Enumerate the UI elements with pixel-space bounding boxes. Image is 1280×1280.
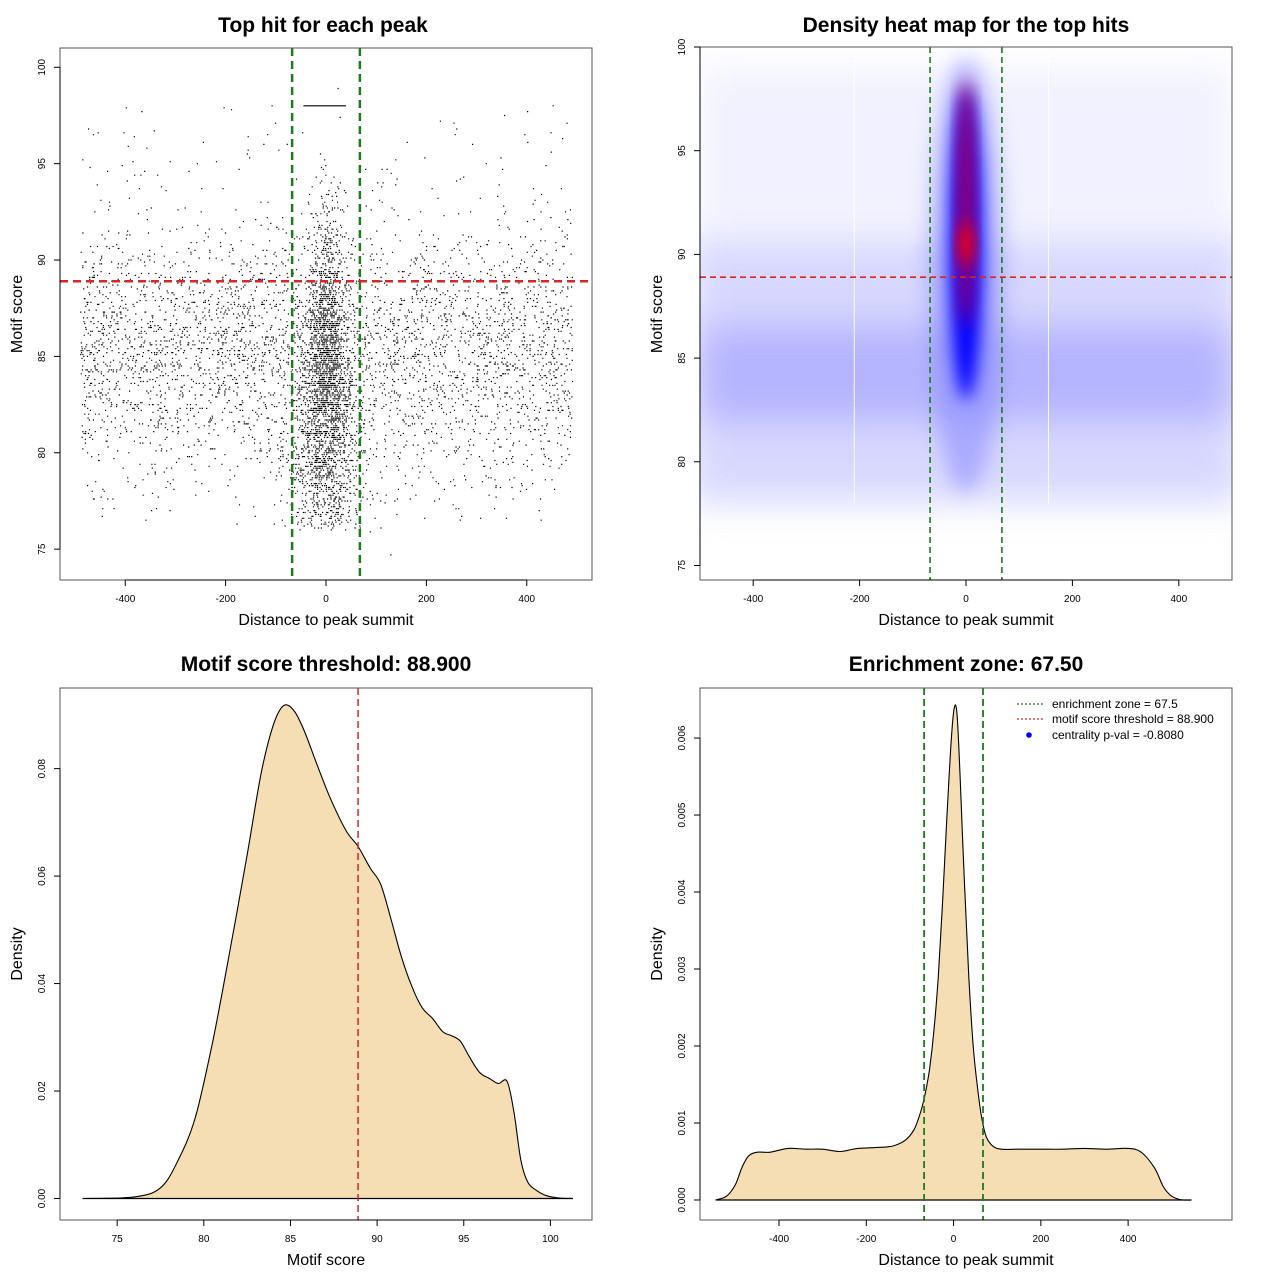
legend-label: centrality p-val = -0.8080 bbox=[1052, 728, 1184, 742]
density-curve bbox=[715, 704, 1192, 1201]
y-tick-label: 0.002 bbox=[677, 1033, 688, 1058]
x-axis-label: Distance to peak summit bbox=[238, 612, 414, 629]
y-axis: 75 80 85 90 95 100 bbox=[677, 38, 701, 571]
density-area bbox=[715, 688, 1192, 1220]
x-tick-label: 80 bbox=[198, 1234, 210, 1245]
y-tick-label: 0.005 bbox=[677, 802, 688, 827]
heatmap-hotspot-peak bbox=[959, 222, 973, 267]
x-tick-label: -400 bbox=[115, 594, 135, 605]
chart-title: Motif score threshold: 88.900 bbox=[181, 653, 472, 676]
x-axis-label: Distance to peak summit bbox=[878, 612, 1054, 629]
chart-title: Density heat map for the top hits bbox=[803, 14, 1130, 37]
chart-title: Top hit for each peak bbox=[218, 14, 428, 37]
density-area bbox=[82, 688, 573, 1220]
y-tick-label: 0.004 bbox=[677, 879, 688, 904]
heatmap-hotspot-mid bbox=[958, 78, 974, 327]
y-tick-label: 0.003 bbox=[677, 956, 688, 981]
y-tick-label: 95 bbox=[677, 145, 688, 157]
panel-distance-density: Enrichment zone: 67.50 -400 -200 0 200 400 0… bbox=[649, 653, 1233, 1269]
y-axis-label: Density bbox=[9, 927, 26, 980]
x-tick-label: 400 bbox=[518, 594, 535, 605]
y-tick-label: 0.006 bbox=[677, 725, 688, 750]
x-axis: -400 -200 0 200 400 bbox=[115, 579, 536, 605]
y-tick-label: 0.06 bbox=[37, 866, 48, 886]
legend-swatch-centrality-dot bbox=[1026, 732, 1032, 738]
x-tick-label: 0 bbox=[323, 594, 329, 605]
x-axis: 75 80 85 90 95 100 bbox=[112, 1219, 559, 1245]
y-tick-label: 80 bbox=[37, 447, 48, 459]
x-tick-label: 400 bbox=[1120, 1234, 1137, 1245]
x-tick-label: -200 bbox=[850, 594, 870, 605]
y-axis-label: Motif score bbox=[649, 275, 666, 353]
x-tick-label: 95 bbox=[458, 1234, 470, 1245]
y-tick-label: 100 bbox=[37, 58, 48, 75]
scatter-points bbox=[80, 87, 574, 556]
x-tick-label: 0 bbox=[963, 594, 969, 605]
legend: enrichment zone = 67.5 motif score thres… bbox=[1017, 697, 1214, 742]
x-axis-label: Distance to peak summit bbox=[878, 1252, 1054, 1269]
reference-lines bbox=[700, 47, 1232, 580]
y-axis-label: Motif score bbox=[9, 275, 26, 353]
y-tick-label: 95 bbox=[37, 158, 48, 170]
scatter-point-cloud bbox=[80, 87, 574, 556]
y-tick-label: 0.04 bbox=[37, 973, 48, 993]
x-tick-label: 200 bbox=[418, 594, 435, 605]
x-tick-label: 100 bbox=[542, 1234, 559, 1245]
y-axis: 0.00 0.02 0.04 0.06 0.08 bbox=[37, 758, 61, 1208]
x-tick-label: -400 bbox=[769, 1234, 789, 1245]
x-tick-label: 400 bbox=[1170, 594, 1187, 605]
y-tick-label: 0.00 bbox=[37, 1188, 48, 1208]
y-tick-label: 0.001 bbox=[677, 1110, 688, 1135]
y-tick-label: 0.02 bbox=[37, 1081, 48, 1101]
y-axis: 75 80 85 90 95 100 bbox=[37, 58, 61, 555]
reference-lines bbox=[60, 48, 592, 580]
panel-top-hit-scatter: Top hit for each peak -400 -200 0 200 400 75… bbox=[9, 14, 593, 629]
x-axis-label: Motif score bbox=[287, 1252, 365, 1269]
density-fill bbox=[82, 704, 573, 1199]
x-tick-label: 90 bbox=[372, 1234, 384, 1245]
y-tick-label: 75 bbox=[677, 559, 688, 571]
x-tick-label: 200 bbox=[1064, 594, 1081, 605]
legend-label: motif score threshold = 88.900 bbox=[1052, 712, 1214, 726]
y-tick-label: 90 bbox=[37, 254, 48, 266]
y-axis: 0.000 0.001 0.002 0.003 0.004 0.005 0.006 bbox=[677, 725, 701, 1212]
y-tick-label: 85 bbox=[677, 352, 688, 364]
y-tick-label: 80 bbox=[677, 456, 688, 468]
density-fill bbox=[715, 704, 1192, 1201]
x-tick-label: 75 bbox=[112, 1234, 124, 1245]
chart-title: Enrichment zone: 67.50 bbox=[849, 653, 1084, 676]
y-tick-label: 0.000 bbox=[677, 1187, 688, 1212]
y-axis-label: Density bbox=[649, 927, 666, 980]
y-tick-label: 75 bbox=[37, 543, 48, 555]
y-tick-label: 100 bbox=[677, 38, 688, 55]
x-tick-label: -200 bbox=[856, 1234, 876, 1245]
x-tick-label: 85 bbox=[285, 1234, 297, 1245]
x-tick-label: 0 bbox=[951, 1234, 957, 1245]
legend-label: enrichment zone = 67.5 bbox=[1052, 697, 1178, 711]
y-tick-label: 0.08 bbox=[37, 758, 48, 778]
x-tick-label: -400 bbox=[743, 594, 763, 605]
y-tick-label: 90 bbox=[677, 248, 688, 260]
y-tick-label: 85 bbox=[37, 350, 48, 362]
x-axis: -400 -200 0 200 400 bbox=[743, 579, 1188, 605]
panel-motif-score-density: Motif score threshold: 88.900 75 80 85 90 95… bbox=[9, 653, 593, 1269]
panel-density-heatmap: Density heat map for the top hits -400 -2… bbox=[649, 14, 1233, 629]
x-tick-label: -200 bbox=[216, 594, 236, 605]
density-curve bbox=[82, 704, 573, 1200]
x-tick-label: 200 bbox=[1033, 1234, 1050, 1245]
x-axis: -400 -200 0 200 400 bbox=[769, 1219, 1137, 1245]
heatmap-image bbox=[700, 47, 1232, 580]
